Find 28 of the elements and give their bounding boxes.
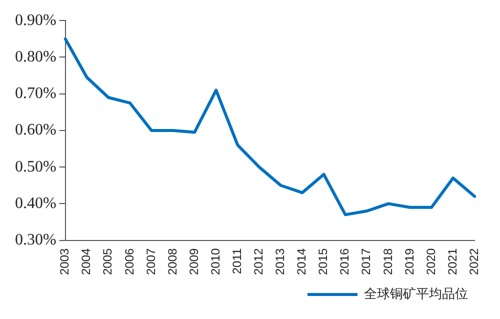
x-tick-label: 2009: [186, 248, 201, 276]
x-tick-label: 2022: [466, 248, 481, 276]
y-tick-label: 0.70%: [15, 85, 56, 102]
x-tick-label: 2015: [316, 248, 330, 276]
x-tick-label: 2006: [122, 248, 136, 276]
legend-label: 全球铜矿平均品位: [364, 286, 468, 302]
x-tick-label: 2012: [252, 248, 266, 276]
y-tick-label: 0.30%: [15, 232, 56, 249]
x-tick-label: 2010: [208, 248, 222, 276]
x-tick-label: 2018: [380, 248, 395, 276]
y-tick-label: 0.40%: [15, 194, 56, 212]
x-tick-label: 2021: [445, 248, 460, 276]
y-tick-label: 0.90%: [15, 12, 56, 29]
x-tick-label: 2016: [338, 248, 352, 276]
x-tick-label: 2020: [424, 248, 438, 276]
x-tick-label: 2017: [359, 248, 374, 276]
x-tick-label: 2014: [294, 248, 309, 276]
y-tick-label: 0.50%: [15, 158, 56, 176]
x-tick-label: 2005: [100, 248, 115, 276]
y-tick-label: 0.80%: [15, 48, 56, 66]
y-tick-label: 0.60%: [15, 122, 56, 139]
x-tick-label: 2011: [230, 248, 244, 274]
x-tick-label: 2004: [79, 248, 94, 276]
x-tick-label: 2019: [402, 248, 416, 276]
x-tick-label: 2003: [58, 248, 72, 276]
x-tick-label: 2007: [144, 248, 158, 276]
x-tick-label: 2008: [165, 248, 180, 276]
x-tick-label: 2013: [273, 248, 288, 276]
